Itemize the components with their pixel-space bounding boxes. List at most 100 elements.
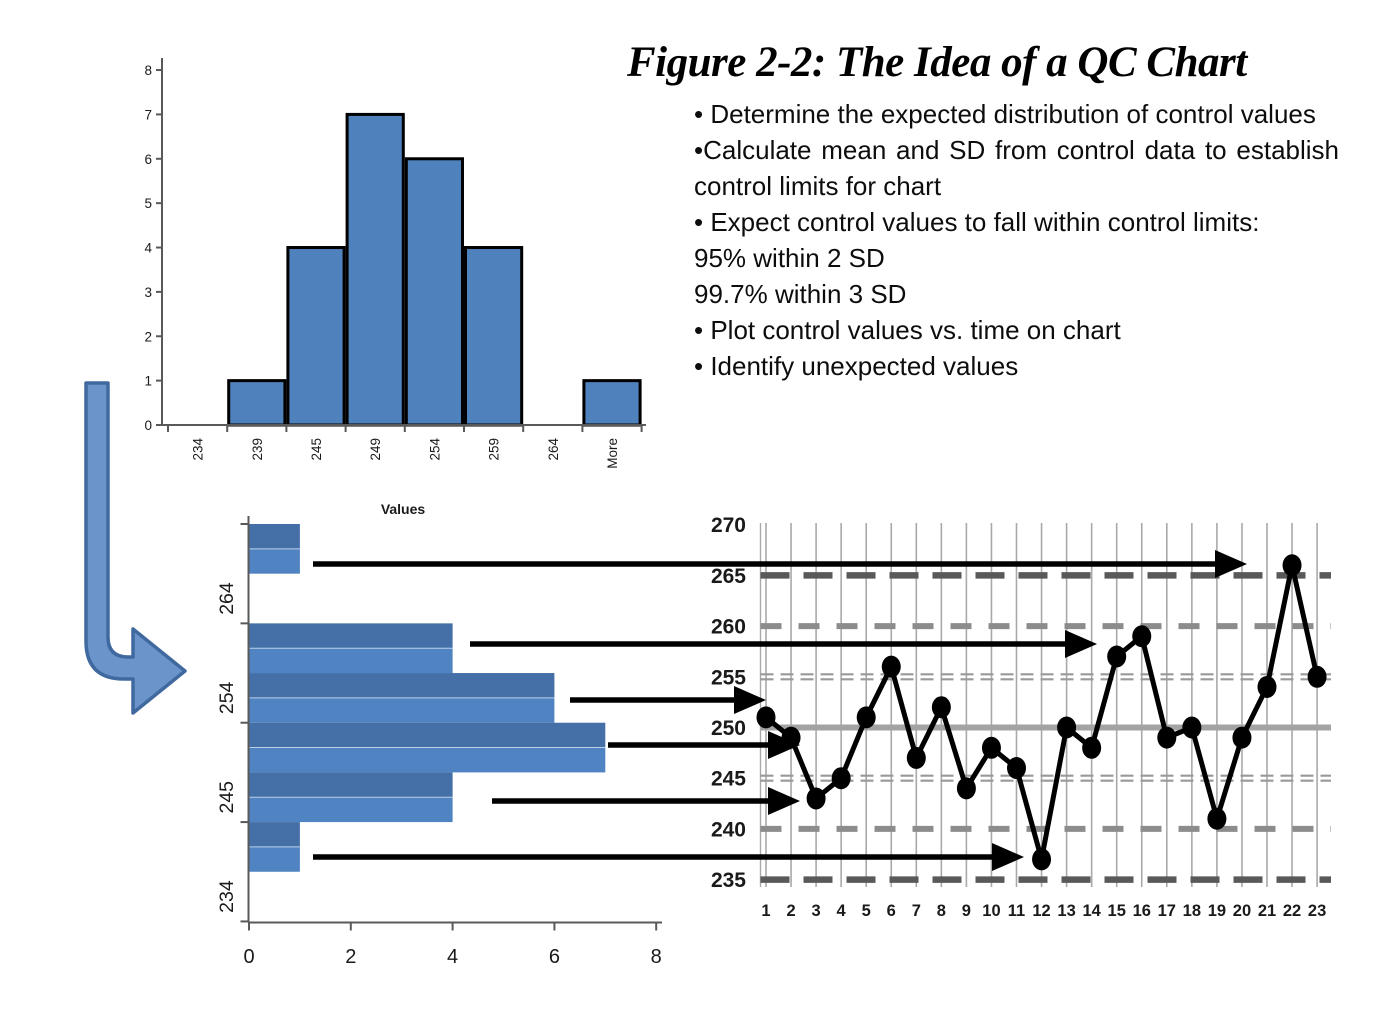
y-tick-label: 250 xyxy=(711,717,746,740)
x-tick-label: 4 xyxy=(447,946,458,968)
bent-arrow-icon xyxy=(84,381,187,715)
x-tick-label: 264 xyxy=(546,438,561,461)
bullet-sub-item: 99.7% within 3 SD xyxy=(694,279,907,309)
x-tick-label: 18 xyxy=(1183,902,1201,920)
arrow-head xyxy=(1065,630,1097,658)
y-tick-label: 235 xyxy=(711,869,746,892)
data-point xyxy=(1307,665,1327,688)
data-point xyxy=(881,655,901,678)
x-tick-label: 21 xyxy=(1258,902,1276,920)
x-tick-label: 234 xyxy=(191,438,206,461)
x-tick-label: 2 xyxy=(786,902,795,920)
data-point xyxy=(956,777,976,800)
x-tick-label: 22 xyxy=(1283,902,1301,920)
bullet-item: • Determine the expected distribution of… xyxy=(694,99,1316,129)
y-tick-label: 265 xyxy=(711,565,746,588)
bullet-sub-item: 95% within 2 SD xyxy=(694,243,885,273)
data-point xyxy=(1082,736,1102,759)
data-point xyxy=(1182,716,1202,739)
x-tick-label: 14 xyxy=(1082,902,1101,920)
bar xyxy=(286,246,346,427)
histogram-rotated: 264 254 245 234 0 2 4 6 8 xyxy=(216,516,662,968)
y-tick-label: 4 xyxy=(144,241,152,256)
y-tick-label: 255 xyxy=(711,666,746,689)
bullet-item: • Expect control values to fall within c… xyxy=(694,207,1260,237)
x-tick-label: 2 xyxy=(345,946,356,968)
x-tick-label: 1 xyxy=(761,902,770,920)
data-point xyxy=(1107,645,1127,668)
y-tick-label: 254 xyxy=(216,681,238,714)
y-tick-label: 245 xyxy=(216,781,238,814)
x-tick-label: 8 xyxy=(937,902,946,920)
x-tick-label: 11 xyxy=(1008,902,1025,920)
x-tick-label: 239 xyxy=(250,438,265,461)
arrow-head xyxy=(768,787,800,815)
x-axis-title: Values xyxy=(381,501,426,517)
bar xyxy=(464,246,524,427)
x-tick-label: 254 xyxy=(427,438,442,461)
y-tick-label: 2 xyxy=(144,329,152,344)
data-point xyxy=(1032,848,1052,871)
bar xyxy=(227,379,287,427)
data-point xyxy=(1132,625,1152,648)
arrow-head xyxy=(992,843,1024,871)
x-tick-label: 16 xyxy=(1133,902,1151,920)
data-point xyxy=(1257,675,1277,698)
bar-stripe-light xyxy=(249,648,453,674)
x-tick-label: More xyxy=(605,438,620,469)
bullet-item: • Identify unexpected values xyxy=(694,351,1019,381)
data-point xyxy=(856,706,876,729)
y-tick-label: 7 xyxy=(144,107,152,122)
x-tick-label: 4 xyxy=(837,902,847,920)
y-tick-label: 260 xyxy=(711,616,746,639)
data-point xyxy=(756,706,776,729)
bar-stripe-dark xyxy=(249,772,453,798)
bar-stripe-light xyxy=(249,846,300,872)
x-tick-label: 245 xyxy=(309,438,324,461)
bar-stripe-dark xyxy=(249,623,453,649)
bar xyxy=(582,379,642,427)
arrow-head xyxy=(1215,550,1247,578)
x-tick-label: 17 xyxy=(1158,902,1176,920)
data-point xyxy=(931,696,951,719)
x-tick-label: 8 xyxy=(651,946,662,968)
arrow-head xyxy=(768,731,800,759)
x-tick-label: 13 xyxy=(1057,902,1075,920)
data-point xyxy=(1057,716,1077,739)
data-point xyxy=(831,767,851,790)
bar-stripe-light xyxy=(249,747,606,773)
bar-stripe-light xyxy=(249,797,453,823)
bar-stripe-dark xyxy=(249,524,300,549)
mapping-arrows xyxy=(313,550,1247,871)
x-tick-label: 3 xyxy=(812,902,821,920)
data-point xyxy=(1207,807,1227,830)
arrow-head xyxy=(734,686,766,714)
bar xyxy=(345,112,405,427)
y-tick-label: 0 xyxy=(144,418,152,433)
data-point xyxy=(1007,757,1026,780)
x-tick-label: 7 xyxy=(912,902,921,920)
data-point xyxy=(1282,554,1302,577)
data-point xyxy=(981,736,1001,759)
x-tick-label: 6 xyxy=(887,902,896,920)
bar-stripe-dark xyxy=(249,822,300,847)
y-tick-label: 264 xyxy=(216,582,238,615)
x-tick-label: 9 xyxy=(962,902,971,920)
bullet-item: • Plot control values vs. time on chart xyxy=(694,315,1121,345)
x-tick-label: 259 xyxy=(487,438,502,461)
bullet-list: • Determine the expected distribution of… xyxy=(694,96,1339,384)
x-tick-label: 20 xyxy=(1233,902,1251,920)
y-tick-label: 270 xyxy=(711,514,746,537)
y-tick-label: 5 xyxy=(144,196,152,211)
y-tick-label: 3 xyxy=(144,285,152,300)
x-tick-label: 12 xyxy=(1032,902,1050,920)
y-tick-label: 234 xyxy=(216,880,238,913)
y-tick-label: 240 xyxy=(711,818,746,841)
x-tick-label: 23 xyxy=(1308,902,1326,920)
bar-stripe-dark xyxy=(249,722,606,748)
data-point xyxy=(806,787,826,810)
